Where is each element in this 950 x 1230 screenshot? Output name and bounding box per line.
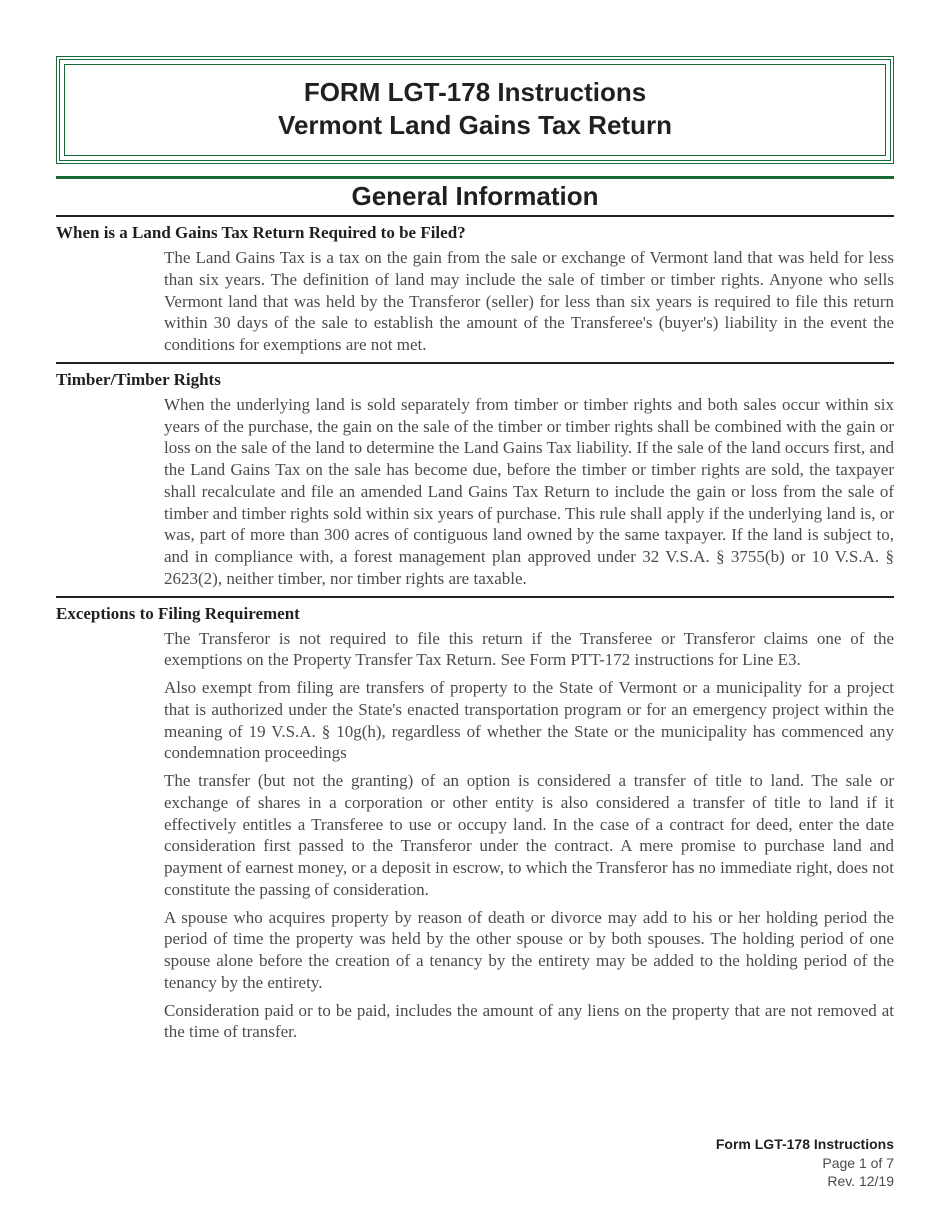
section-heading-filing-required: When is a Land Gains Tax Return Required… <box>56 223 894 243</box>
general-info-header: General Information <box>56 181 894 212</box>
footer-title: Form LGT-178 Instructions <box>716 1135 894 1153</box>
title-box-outer: FORM LGT-178 Instructions Vermont Land G… <box>56 56 894 164</box>
form-title-line2: Vermont Land Gains Tax Return <box>65 110 885 141</box>
page-footer: Form LGT-178 Instructions Page 1 of 7 Re… <box>716 1135 894 1190</box>
section-paragraph: The Transferor is not required to file t… <box>164 628 894 672</box>
section-paragraph: The Land Gains Tax is a tax on the gain … <box>164 247 894 356</box>
section-paragraph: When the underlying land is sold separat… <box>164 394 894 590</box>
section-heading-timber: Timber/Timber Rights <box>56 370 894 390</box>
title-box-inner: FORM LGT-178 Instructions Vermont Land G… <box>64 64 886 156</box>
section-heading-exceptions: Exceptions to Filing Requirement <box>56 604 894 624</box>
footer-rev: Rev. 12/19 <box>716 1172 894 1190</box>
form-title-line1: FORM LGT-178 Instructions <box>65 75 885 110</box>
section-paragraph: A spouse who acquires property by reason… <box>164 907 894 994</box>
section-paragraph: Consideration paid or to be paid, includ… <box>164 1000 894 1044</box>
section-rule <box>56 362 894 364</box>
footer-page: Page 1 of 7 <box>716 1154 894 1172</box>
section-paragraph: Also exempt from filing are transfers of… <box>164 677 894 764</box>
general-info-header-wrap: General Information <box>56 176 894 217</box>
section-paragraph: The transfer (but not the granting) of a… <box>164 770 894 901</box>
section-rule <box>56 596 894 598</box>
